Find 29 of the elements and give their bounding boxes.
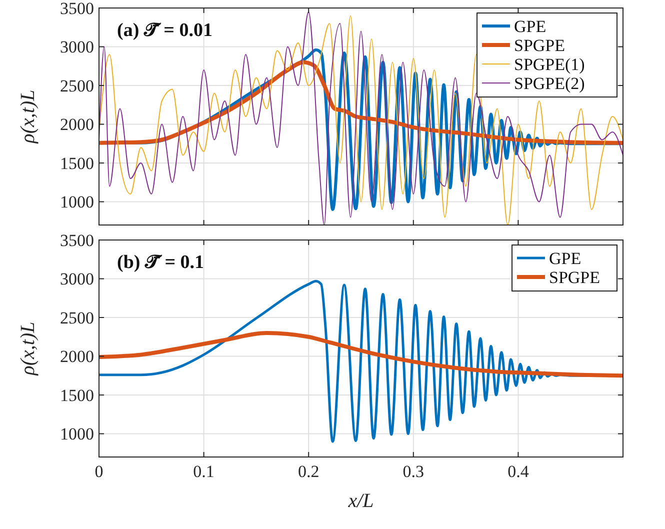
y-axis-title: ρ(x,t)L bbox=[17, 90, 39, 144]
y-tick-label: 3500 bbox=[60, 0, 94, 18]
y-tick-label: 1500 bbox=[60, 386, 94, 405]
x-axis-title: x/L bbox=[347, 490, 374, 512]
y-tick-label: 3500 bbox=[60, 230, 94, 250]
legend-label: SPGPE(1) bbox=[514, 54, 585, 74]
legend-label: SPGPE bbox=[514, 36, 566, 55]
legend-label: GPE bbox=[514, 16, 546, 36]
y-tick-label: 3000 bbox=[60, 270, 94, 289]
x-tick-label: 0.4 bbox=[508, 462, 530, 481]
y-tick-label: 3000 bbox=[60, 38, 94, 57]
y-tick-label: 2000 bbox=[60, 115, 94, 134]
x-tick-label: 0.2 bbox=[298, 462, 320, 481]
legend-label: SPGPE bbox=[549, 268, 600, 287]
y-tick-label: 1500 bbox=[60, 154, 94, 173]
y-tick-label: 2000 bbox=[60, 347, 94, 366]
y-axis-title: ρ(x,t)L bbox=[17, 322, 39, 376]
line-series bbox=[99, 331, 623, 378]
y-tick-label: 1000 bbox=[60, 192, 94, 212]
x-tick-label: 0.3 bbox=[402, 462, 424, 481]
x-tick-label: 0.1 bbox=[193, 462, 214, 481]
legend-label: SPGPE(2) bbox=[514, 74, 585, 93]
y-tick-label: 2500 bbox=[60, 308, 94, 328]
annotation: (a) 𝒯̄ = 0.01 bbox=[117, 20, 212, 41]
annotation: (b) 𝒯̄ = 0.1 bbox=[117, 252, 204, 273]
legend-label: GPE bbox=[549, 248, 582, 268]
x-tick-label: 0 bbox=[94, 462, 104, 481]
y-tick-label: 2500 bbox=[60, 76, 94, 96]
y-tick-label: 1000 bbox=[60, 424, 94, 444]
